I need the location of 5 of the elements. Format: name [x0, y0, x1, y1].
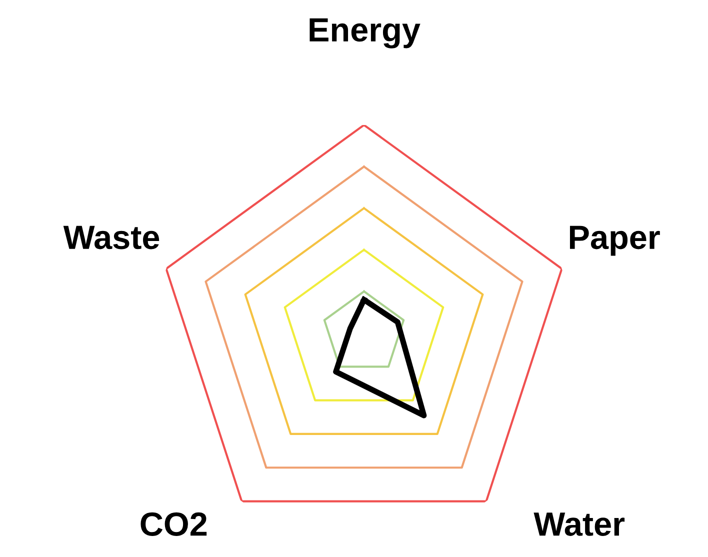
spoke-label: Energy	[310, 18, 420, 48]
spoke-label: CO2	[140, 512, 207, 536]
spoke-label: Paper	[570, 226, 660, 256]
spoke-label: Waste	[63, 226, 160, 250]
spoke-label: Water	[534, 512, 625, 536]
